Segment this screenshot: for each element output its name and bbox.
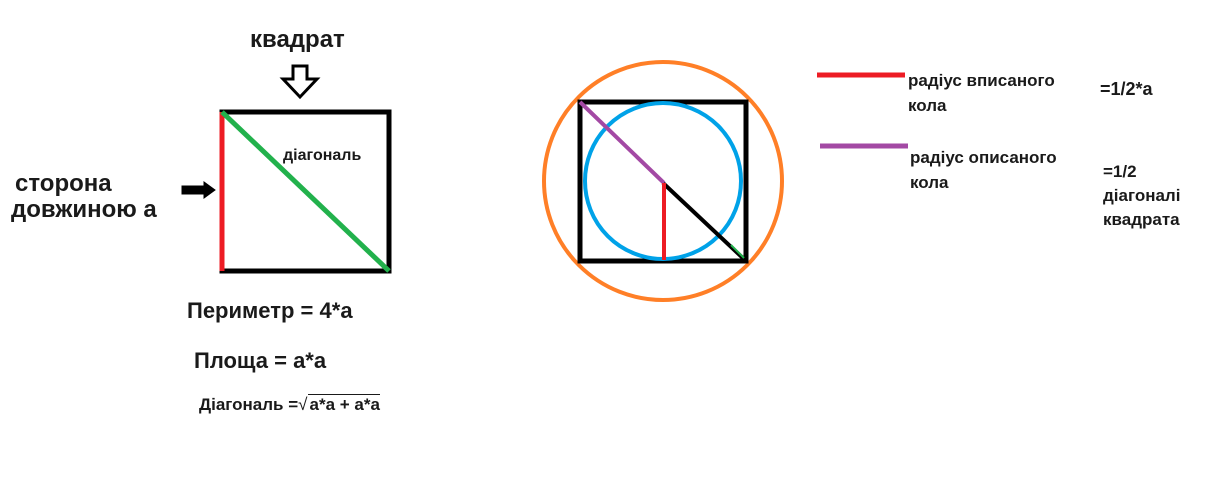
legend-inscribed-value: =1/2*а xyxy=(1100,79,1153,99)
sqrt-symbol: √ xyxy=(298,395,308,414)
circles-figure xyxy=(542,60,784,302)
circumscribed-circle xyxy=(542,60,784,302)
lower-half-diagonal xyxy=(661,181,748,263)
side-label-line2: довжиною а xyxy=(11,196,157,223)
square-diagonal-line xyxy=(220,110,391,273)
legend-inscribed-label: радіус вписаного кола xyxy=(908,71,1055,115)
side-label-line1: сторона xyxy=(15,170,112,197)
diagonal-formula: Діагональ =√ а*а + а*а xyxy=(199,394,380,414)
down-arrow-icon xyxy=(279,64,321,100)
area-formula: Площа = а*а xyxy=(194,348,327,373)
legend-circumscribed-value: =1/2 діагоналі квадрата xyxy=(1103,162,1181,229)
circumscribed-radius-line xyxy=(578,100,666,185)
diagonal-formula-prefix: Діагональ = xyxy=(199,395,299,414)
legend-circumscribed-label: радіус описаного кола xyxy=(910,148,1057,192)
diagonal-green-tip xyxy=(730,244,745,259)
perimeter-formula: Периметр = 4*а xyxy=(187,298,353,323)
diagonal-label: діагональ xyxy=(283,147,362,164)
left-square-figure xyxy=(219,109,392,274)
diagonal-formula-radicand: а*а + а*а xyxy=(307,394,380,414)
side-pointer-arrow-icon xyxy=(181,181,216,199)
square-title: квадрат xyxy=(250,26,345,53)
